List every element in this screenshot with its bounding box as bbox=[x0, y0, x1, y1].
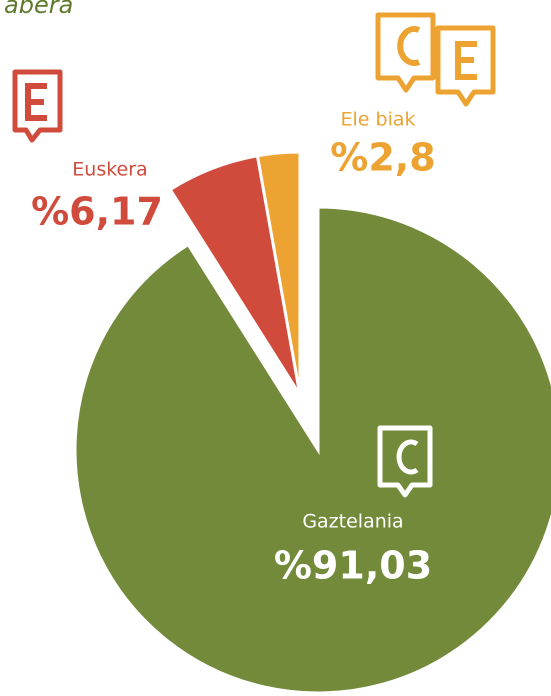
value-label: %6,17 bbox=[31, 190, 163, 234]
euskera-icon bbox=[12, 69, 63, 143]
value-label: %2,8 bbox=[330, 136, 435, 180]
ele-biak-icon bbox=[375, 12, 496, 107]
value-label: %91,03 bbox=[274, 544, 432, 588]
slices bbox=[73, 150, 551, 695]
slice-label: Gaztelania bbox=[302, 511, 403, 533]
chart-title: abera bbox=[4, 0, 73, 19]
gaztelania-icon bbox=[377, 425, 433, 498]
slice-label: Ele biak bbox=[341, 109, 416, 131]
slice bbox=[255, 150, 302, 396]
slice-label: Euskera bbox=[72, 159, 147, 181]
slice bbox=[73, 205, 551, 695]
